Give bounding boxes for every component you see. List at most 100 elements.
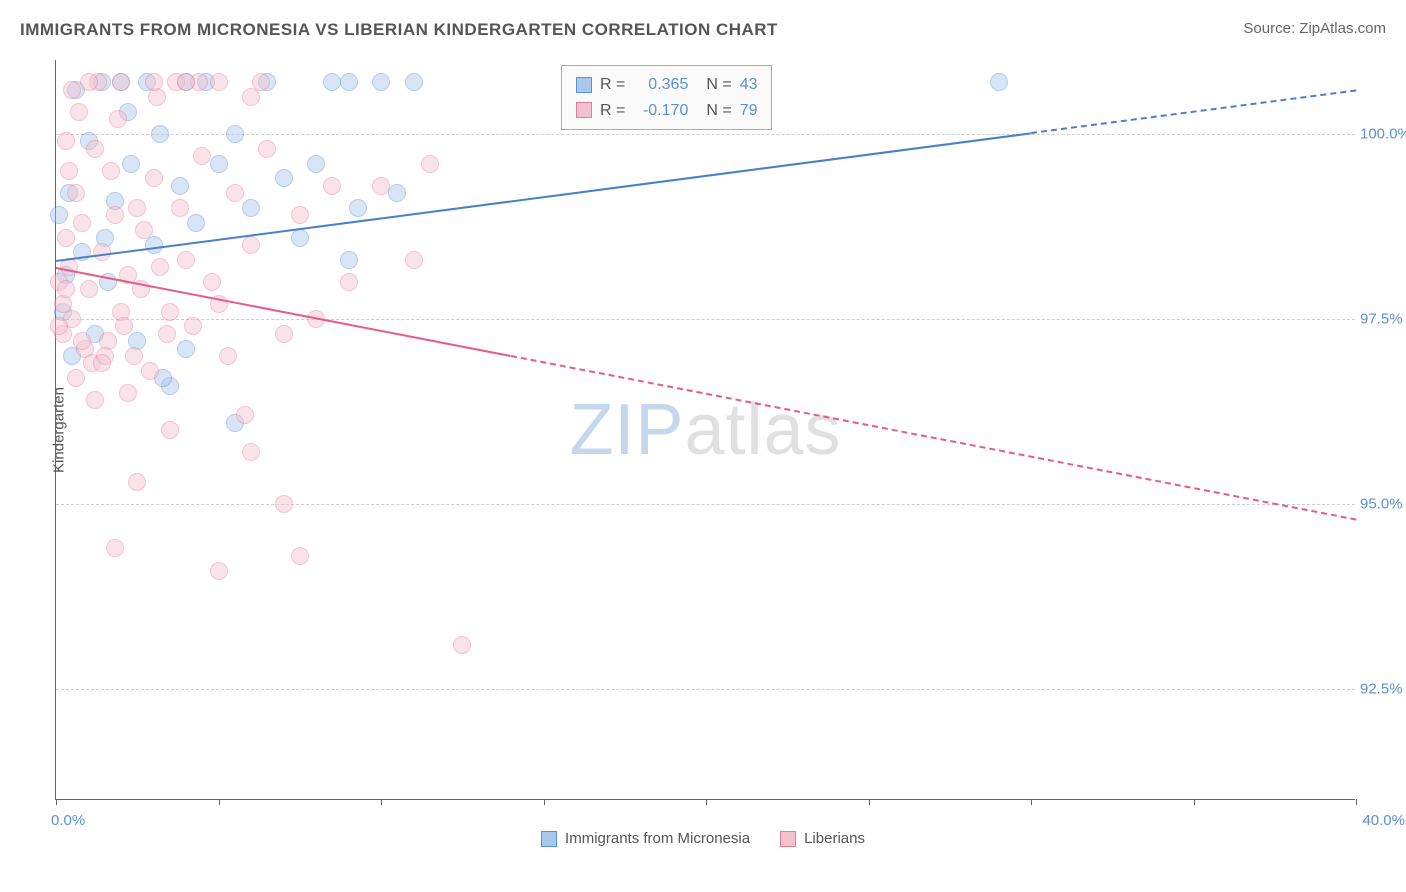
n-label: N =: [706, 98, 731, 124]
source-attribution: Source: ZipAtlas.com: [1243, 20, 1386, 37]
scatter-point: [128, 473, 146, 491]
scatter-point: [63, 81, 81, 99]
legend-swatch: [780, 831, 796, 847]
watermark: ZIPatlas: [569, 389, 841, 471]
scatter-point: [307, 155, 325, 173]
x-tick: [381, 799, 382, 805]
scatter-point: [80, 280, 98, 298]
scatter-point: [184, 317, 202, 335]
scatter-point: [203, 273, 221, 291]
scatter-point: [145, 236, 163, 254]
x-tick: [1194, 799, 1195, 805]
scatter-point: [210, 73, 228, 91]
r-value: 0.365: [633, 72, 688, 98]
scatter-point: [453, 636, 471, 654]
scatter-point: [275, 325, 293, 343]
legend-label: Liberians: [804, 830, 865, 847]
scatter-point: [340, 273, 358, 291]
scatter-point: [275, 169, 293, 187]
scatter-point: [177, 340, 195, 358]
scatter-point: [109, 110, 127, 128]
scatter-point: [67, 369, 85, 387]
scatter-point: [187, 214, 205, 232]
gridline: [56, 134, 1355, 135]
scatter-point: [226, 125, 244, 143]
scatter-point: [990, 73, 1008, 91]
x-tick: [1356, 799, 1357, 805]
scatter-point: [242, 88, 260, 106]
scatter-point: [291, 547, 309, 565]
trend-line: [511, 355, 1356, 521]
scatter-point: [50, 206, 68, 224]
scatter-point: [226, 184, 244, 202]
scatter-point: [177, 251, 195, 269]
scatter-point: [106, 206, 124, 224]
trend-line: [1031, 90, 1356, 135]
scatter-point: [161, 421, 179, 439]
scatter-point: [122, 155, 140, 173]
legend-label: Immigrants from Micronesia: [565, 830, 750, 847]
bottom-legend-item: Liberians: [780, 830, 865, 847]
scatter-point: [50, 317, 68, 335]
scatter-point: [161, 303, 179, 321]
stats-legend: R =0.365N =43R =-0.170N =79: [561, 65, 772, 130]
scatter-point: [128, 199, 146, 217]
r-label: R =: [600, 98, 625, 124]
n-value: 43: [740, 72, 758, 98]
scatter-point: [291, 229, 309, 247]
gridline: [56, 504, 1355, 505]
scatter-point: [141, 362, 159, 380]
scatter-point: [258, 140, 276, 158]
plot-area: ZIPatlas Kindergarten 0.0% 40.0% 92.5%95…: [55, 60, 1355, 800]
scatter-point: [242, 236, 260, 254]
scatter-point: [57, 132, 75, 150]
scatter-point: [291, 206, 309, 224]
scatter-point: [86, 391, 104, 409]
scatter-point: [119, 384, 137, 402]
scatter-point: [210, 155, 228, 173]
scatter-point: [86, 140, 104, 158]
scatter-point: [102, 162, 120, 180]
x-tick: [544, 799, 545, 805]
source-name: ZipAtlas.com: [1299, 20, 1386, 37]
gridline: [56, 319, 1355, 320]
scatter-point: [242, 443, 260, 461]
scatter-point: [349, 199, 367, 217]
scatter-point: [67, 184, 85, 202]
legend-swatch: [576, 77, 592, 93]
source-prefix: Source:: [1243, 20, 1295, 37]
bottom-legend-item: Immigrants from Micronesia: [541, 830, 750, 847]
scatter-point: [145, 169, 163, 187]
x-min-label: 0.0%: [51, 812, 85, 829]
n-label: N =: [706, 72, 731, 98]
scatter-point: [219, 347, 237, 365]
scatter-point: [106, 539, 124, 557]
y-tick-label: 100.0%: [1360, 126, 1405, 143]
scatter-point: [80, 73, 98, 91]
y-tick-label: 92.5%: [1360, 681, 1405, 698]
r-label: R =: [600, 72, 625, 98]
scatter-point: [242, 199, 260, 217]
scatter-point: [421, 155, 439, 173]
legend-row: R = 0.365 N = 43: [576, 72, 757, 98]
scatter-point: [177, 73, 195, 91]
scatter-point: [125, 347, 143, 365]
x-tick: [706, 799, 707, 805]
scatter-point: [151, 125, 169, 143]
scatter-point: [171, 199, 189, 217]
scatter-point: [340, 251, 358, 269]
scatter-point: [57, 229, 75, 247]
scatter-point: [236, 406, 254, 424]
scatter-point: [171, 177, 189, 195]
scatter-point: [340, 73, 358, 91]
y-axis-title: Kindergarten: [50, 387, 67, 473]
scatter-point: [112, 73, 130, 91]
x-tick: [869, 799, 870, 805]
legend-row: R =-0.170N =79: [576, 98, 757, 124]
bottom-legend: Immigrants from Micronesia Liberians: [541, 830, 865, 847]
r-value: -0.170: [633, 98, 688, 124]
scatter-point: [57, 280, 75, 298]
scatter-point: [372, 73, 390, 91]
legend-swatch: [541, 831, 557, 847]
scatter-point: [115, 317, 133, 335]
